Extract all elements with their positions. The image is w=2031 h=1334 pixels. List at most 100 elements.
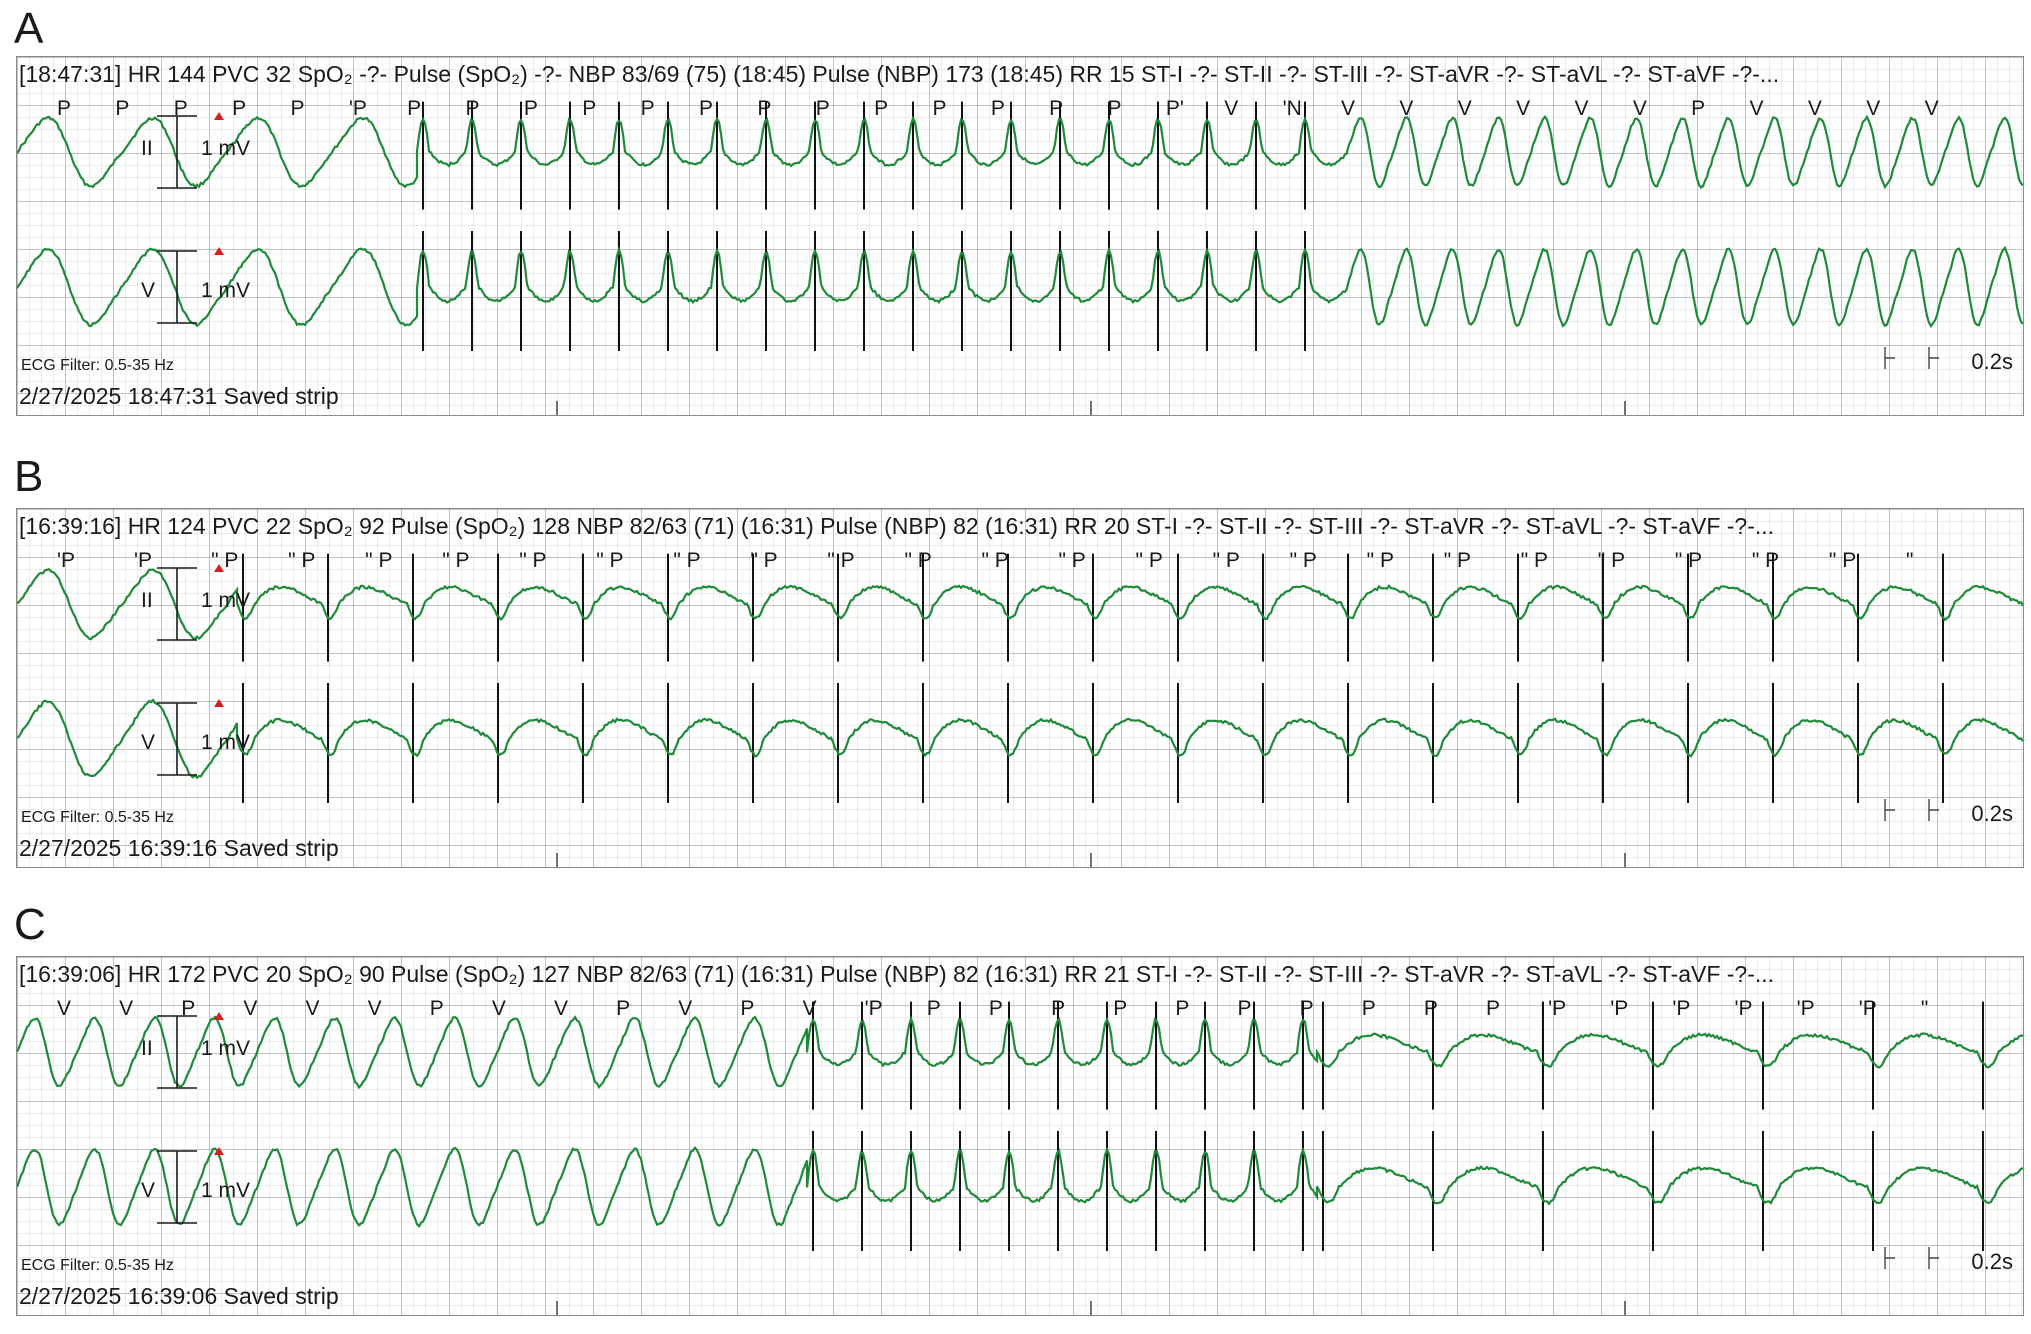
- beat-label: P: [616, 997, 630, 1020]
- beat-label: P: [1424, 997, 1438, 1020]
- beat-label: P: [232, 97, 246, 120]
- beat-label: P: [290, 97, 304, 120]
- panel-letter-b: B: [14, 452, 44, 501]
- time-scale-bracket: [1884, 347, 1939, 369]
- beat-label: P': [1166, 97, 1184, 120]
- beat-label: V: [1224, 97, 1238, 120]
- calibration-bracket: [157, 1150, 197, 1224]
- time-scale-label: 0.2s: [1971, 801, 2013, 826]
- calibration-bracket: [157, 115, 197, 189]
- beat-label: P: [174, 97, 188, 120]
- beat-label: V: [554, 997, 568, 1020]
- beat-label: P: [430, 997, 444, 1020]
- beat-label: V: [57, 997, 71, 1020]
- beat-label: " P: [519, 549, 546, 572]
- beat-label: " P: [1059, 549, 1086, 572]
- ecg-strip-b: 'P 'P " P " P " P " P " P " P " P " P " P " P " P " P…: [16, 508, 2024, 868]
- beat-label: " P: [365, 549, 392, 572]
- beat-label: P: [757, 97, 771, 120]
- beat-label: " P: [750, 549, 777, 572]
- beat-label: 'P: [865, 997, 883, 1020]
- panel-letter-c: C: [14, 900, 46, 949]
- trace-lead-ii: [17, 1015, 2023, 1090]
- beat-label: " P: [1829, 549, 1856, 572]
- calibration-marker-up: [214, 699, 224, 707]
- saved-strip-label: 2/27/2025 16:39:16 Saved strip: [19, 835, 339, 861]
- beat-label: " P: [673, 549, 700, 572]
- calibration-label-bottom: 1 mV: [201, 279, 251, 302]
- lead-label-bottom: V: [141, 1179, 156, 1202]
- beat-label: P: [181, 997, 195, 1020]
- lead-label-top: II: [141, 1037, 153, 1060]
- beat-label: P: [115, 97, 129, 120]
- calibration-marker-up: [214, 1147, 224, 1155]
- beat-label: P: [1486, 997, 1500, 1020]
- beat-label: 'P: [57, 549, 75, 572]
- calibration-label-top: 1 mV: [201, 137, 251, 160]
- ecg-traces: 'P 'P " P " P " P " P " P " P " P " P " P " P " P " P…: [17, 549, 2023, 867]
- beat-label: P: [57, 97, 71, 120]
- beat-label: " P: [1136, 549, 1163, 572]
- trace-lead-ii: [17, 114, 2023, 190]
- trace-lead-ii: [17, 567, 2023, 641]
- beat-label: " P: [1598, 549, 1625, 572]
- beat-label: P: [932, 97, 946, 120]
- beat-label: 'N: [1283, 97, 1302, 120]
- time-scale-label: 0.2s: [1971, 1249, 2013, 1274]
- beat-label: 'P: [1672, 997, 1690, 1020]
- beat-label: " P: [211, 549, 238, 572]
- beat-label: P: [1175, 997, 1189, 1020]
- calibration-marker-up: [214, 112, 224, 120]
- beat-label: P: [1362, 997, 1376, 1020]
- calibration-bracket: [157, 250, 197, 324]
- calibration-marker-up: [214, 564, 224, 572]
- beat-label: " P: [827, 549, 854, 572]
- beat-label: P: [874, 97, 888, 120]
- calibration-bracket: [157, 702, 197, 776]
- beat-label: " P: [1521, 549, 1548, 572]
- beat-label: V: [1458, 97, 1472, 120]
- ecg-filter-label: ECG Filter: 0.5-35 Hz: [21, 357, 174, 374]
- beat-label: V: [1808, 97, 1822, 120]
- time-scale-bracket: [1884, 799, 1939, 821]
- saved-strip-label: 2/27/2025 16:39:06 Saved strip: [19, 1283, 339, 1309]
- beat-label: P: [740, 997, 754, 1020]
- beat-label: " P: [1444, 549, 1471, 572]
- ecg-filter-label: ECG Filter: 0.5-35 Hz: [21, 809, 174, 826]
- calibration-label-top: 1 mV: [201, 589, 251, 612]
- calibration-label-bottom: 1 mV: [201, 731, 251, 754]
- beat-label: P: [991, 97, 1005, 120]
- beat-label: " P: [904, 549, 931, 572]
- beat-label: V: [1574, 97, 1588, 120]
- beat-label: " P: [981, 549, 1008, 572]
- calibration-marker-up: [214, 1012, 224, 1020]
- beat-label: P: [1691, 97, 1705, 120]
- trace-lead-v: [17, 698, 2023, 780]
- beat-label: P: [1049, 97, 1063, 120]
- beat-label: 'P: [1548, 997, 1566, 1020]
- beat-label: P: [407, 97, 421, 120]
- panel-letter-a: A: [14, 4, 44, 53]
- beat-label: P: [1300, 997, 1314, 1020]
- beat-label: 'P: [134, 549, 152, 572]
- calibration-marker-up: [214, 247, 224, 255]
- beat-label: P: [524, 97, 538, 120]
- beat-label: " P: [288, 549, 315, 572]
- beat-label: V: [1633, 97, 1647, 120]
- time-scale-bracket: [1884, 1247, 1939, 1269]
- calibration-bracket: [157, 1015, 197, 1089]
- beat-label: V: [1866, 97, 1880, 120]
- lead-label-top: II: [141, 589, 153, 612]
- beat-label: P: [989, 997, 1003, 1020]
- beat-label: V: [1516, 97, 1530, 120]
- beat-label: V: [368, 997, 382, 1020]
- beat-label: V: [119, 997, 133, 1020]
- beat-label: V: [1750, 97, 1764, 120]
- beat-label: 'P: [1797, 997, 1815, 1020]
- ecg-filter-label: ECG Filter: 0.5-35 Hz: [21, 1257, 174, 1274]
- calibration-bracket: [157, 567, 197, 641]
- beat-label: " P: [596, 549, 623, 572]
- time-scale-label: 0.2s: [1971, 349, 2013, 374]
